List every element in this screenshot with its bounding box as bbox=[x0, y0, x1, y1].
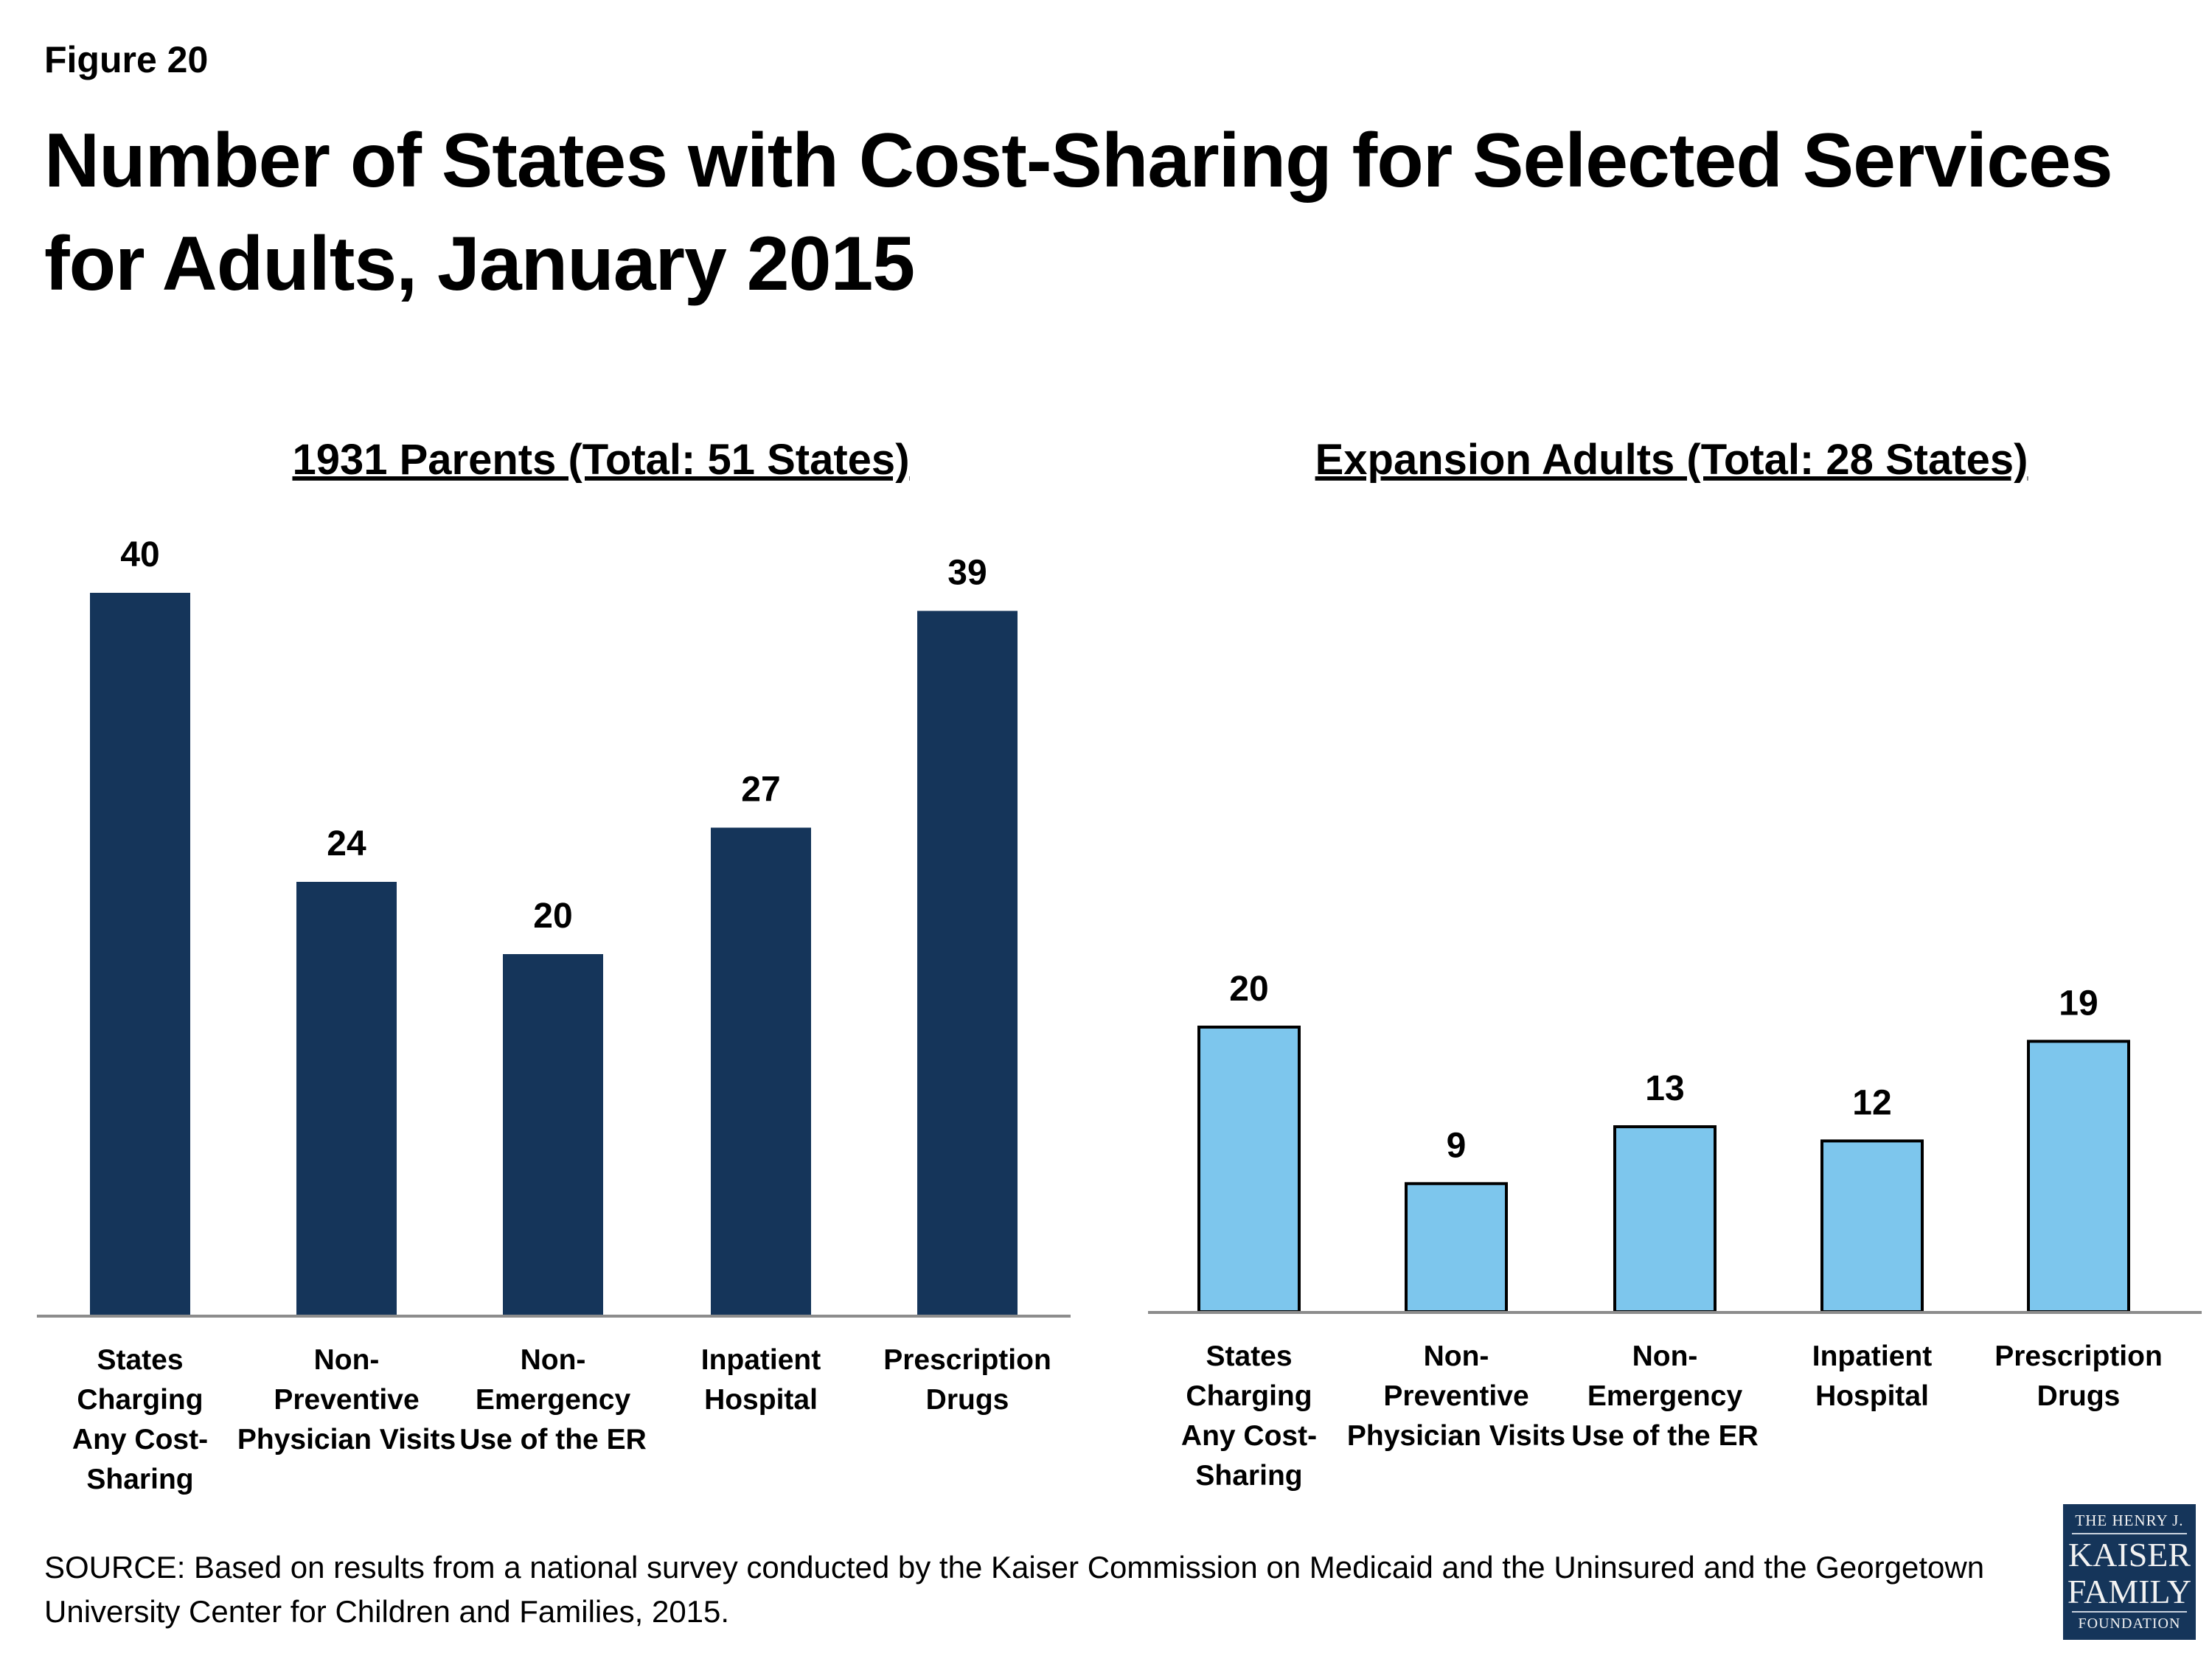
chart-title: Number of States with Cost-Sharing for S… bbox=[44, 118, 2113, 307]
category-label-line: Charging bbox=[1186, 1380, 1312, 1412]
bar bbox=[917, 611, 1018, 1315]
category-label: Non- Emergency Use of the ER bbox=[459, 1344, 647, 1455]
category-label: Prescription Drugs bbox=[883, 1344, 1051, 1416]
bar bbox=[1197, 1026, 1301, 1313]
data-label: 13 bbox=[1645, 1069, 1684, 1108]
data-label: 9 bbox=[1447, 1126, 1467, 1165]
category-label-line: Physician Visits bbox=[237, 1424, 456, 1455]
category-label-line: Sharing bbox=[1195, 1460, 1302, 1492]
logo-line: FOUNDATION bbox=[2072, 1611, 2187, 1632]
data-label: 39 bbox=[947, 554, 987, 593]
category-label-line: States bbox=[97, 1344, 183, 1376]
category-label-line: Hospital bbox=[1815, 1380, 1929, 1412]
bar bbox=[90, 593, 190, 1315]
bar bbox=[2027, 1040, 2130, 1314]
bar bbox=[1613, 1125, 1717, 1313]
bar bbox=[503, 954, 603, 1315]
category-label-line: Any Cost- bbox=[72, 1424, 208, 1455]
category-label-line: Non- bbox=[521, 1344, 586, 1376]
category-label: States Charging Any Cost- Sharing bbox=[72, 1344, 208, 1495]
bar bbox=[711, 827, 811, 1315]
logo-line: THE HENRY J. bbox=[2072, 1512, 2187, 1534]
category-label-line: Use of the ER bbox=[1571, 1420, 1759, 1452]
logo-line: FAMILY bbox=[2067, 1573, 2192, 1610]
panel-title: Expansion Adults (Total: 28 States) bbox=[1315, 436, 2028, 484]
logo-line: KAISER bbox=[2067, 1536, 2191, 1573]
category-label-line: Prescription bbox=[1994, 1340, 2163, 1372]
source-note: SOURCE: Based on results from a national… bbox=[44, 1550, 1985, 1629]
category-label-line: Hospital bbox=[704, 1384, 818, 1416]
category-label: Non- Preventive Physician Visits bbox=[1347, 1340, 1565, 1452]
data-label: 24 bbox=[327, 824, 366, 863]
bar bbox=[1405, 1182, 1508, 1314]
category-label-line: Drugs bbox=[2037, 1380, 2121, 1412]
category-label-line: Non- bbox=[1632, 1340, 1698, 1372]
category-label: Non- Preventive Physician Visits bbox=[237, 1344, 456, 1455]
category-label-line: Physician Visits bbox=[1347, 1420, 1565, 1452]
data-label: 12 bbox=[1852, 1083, 1891, 1122]
category-label-line: Emergency bbox=[476, 1384, 631, 1416]
category-label-line: Emergency bbox=[1587, 1380, 1743, 1412]
category-label-line: States bbox=[1206, 1340, 1292, 1372]
figure-label: Figure 20 bbox=[44, 39, 209, 80]
category-label-line: Drugs bbox=[926, 1384, 1009, 1416]
category-label-line: Preventive bbox=[274, 1384, 419, 1416]
category-label-line: Sharing bbox=[86, 1464, 193, 1495]
category-label-line: Inpatient bbox=[1812, 1340, 1933, 1372]
data-label: 27 bbox=[741, 771, 780, 810]
category-label-line: Use of the ER bbox=[459, 1424, 647, 1455]
category-label: Inpatient Hospital bbox=[701, 1344, 821, 1416]
category-label-line: Prescription bbox=[883, 1344, 1051, 1376]
data-label: 20 bbox=[533, 897, 572, 936]
category-label-line: Any Cost- bbox=[1181, 1420, 1317, 1452]
data-label: 20 bbox=[1229, 970, 1268, 1009]
category-label-line: Non- bbox=[1424, 1340, 1489, 1372]
category-label: States Charging Any Cost- Sharing bbox=[1181, 1340, 1317, 1492]
data-label: 40 bbox=[120, 535, 159, 574]
bar bbox=[1820, 1139, 1924, 1314]
category-label-line: Charging bbox=[77, 1384, 203, 1416]
category-label: Prescription Drugs bbox=[1994, 1340, 2163, 1412]
category-label-line: Inpatient bbox=[701, 1344, 821, 1376]
category-label: Non- Emergency Use of the ER bbox=[1571, 1340, 1759, 1452]
category-label-line: Non- bbox=[314, 1344, 380, 1376]
category-label-line: Preventive bbox=[1383, 1380, 1528, 1412]
kff-logo: THE HENRY J. KAISER FAMILY FOUNDATION bbox=[2063, 1504, 2196, 1640]
category-label: Inpatient Hospital bbox=[1812, 1340, 1933, 1412]
bar bbox=[296, 882, 397, 1315]
data-label: 19 bbox=[2059, 984, 2098, 1023]
panel-title: 1931 Parents (Total: 51 States) bbox=[292, 436, 909, 484]
